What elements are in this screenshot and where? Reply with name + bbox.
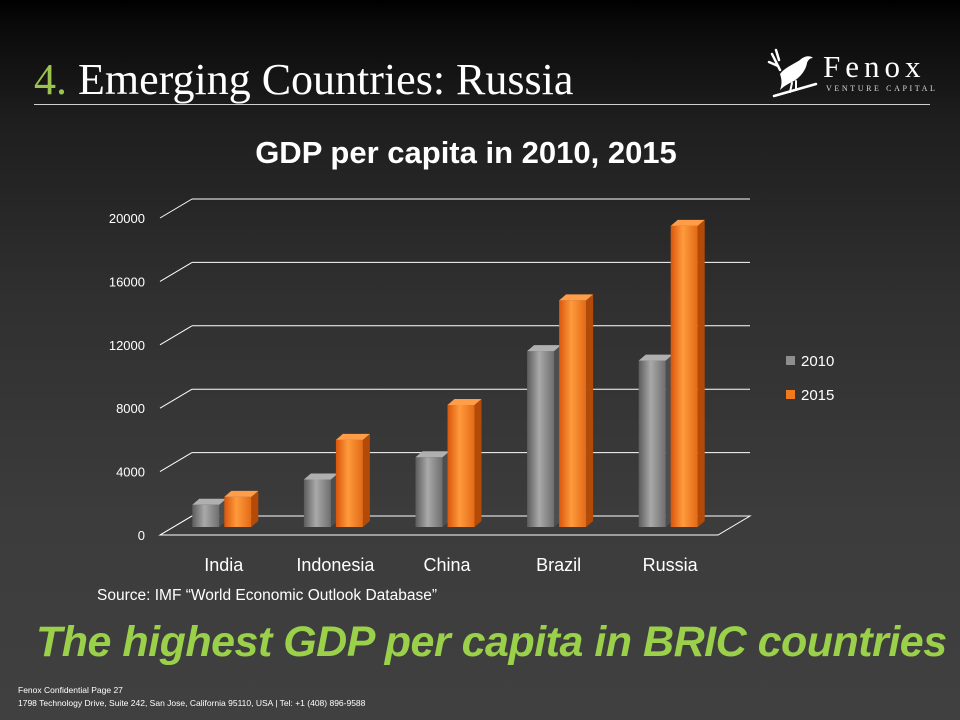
bar-front: [559, 300, 587, 527]
gridline-side: [159, 198, 193, 219]
y-tick-label: 20000: [109, 211, 145, 226]
bar-top: [559, 294, 594, 301]
bar-china-2010: [415, 451, 450, 527]
gridline-side: [159, 325, 193, 346]
bar-front: [303, 479, 331, 527]
bar-top: [527, 345, 562, 352]
bar-top: [224, 490, 259, 497]
bar-front: [224, 496, 252, 527]
bar-front: [638, 360, 666, 527]
footer-address: 1798 Technology Drive, Suite 242, San Jo…: [18, 698, 366, 708]
y-tick-label: 16000: [109, 274, 145, 289]
footer-confidential: Fenox Confidential Page 27: [18, 685, 123, 695]
y-tick-label: 8000: [116, 401, 145, 416]
bar-top: [192, 498, 227, 505]
bar-top: [415, 451, 450, 458]
legend-label-2015: 2015: [801, 387, 834, 404]
bar-top: [638, 354, 673, 361]
gridline-side: [159, 261, 193, 282]
fenox-logo: Fenox VENTURE CAPITAL: [766, 46, 935, 102]
x-tick-label: China: [423, 555, 471, 575]
bar-front: [192, 504, 220, 527]
bar-brazil-2010: [527, 345, 562, 527]
bar-front: [527, 351, 555, 527]
bar-brazil-2015: [559, 294, 594, 527]
title-number: 4.: [34, 55, 67, 104]
bar-side: [586, 294, 594, 527]
x-tick-label: India: [204, 555, 244, 575]
logo-name: Fenox: [823, 49, 926, 84]
bar-front: [415, 457, 443, 527]
bar-side: [697, 219, 705, 527]
y-tick-label: 4000: [116, 465, 145, 480]
legend-swatch-2010: [786, 356, 795, 365]
legend-swatch-2015: [786, 390, 795, 399]
title-text: Emerging Countries: Russia: [78, 55, 574, 104]
bar-india-2015: [224, 490, 259, 527]
legend-label-2010: 2010: [801, 353, 834, 370]
bar-side: [362, 433, 370, 527]
bar-top: [335, 433, 370, 440]
bar-top: [303, 473, 338, 480]
logo-subtitle: VENTURE CAPITAL: [826, 84, 938, 93]
bar-front: [670, 225, 698, 527]
bar-side: [474, 398, 482, 527]
source-note: Source: IMF “World Economic Outlook Data…: [97, 587, 437, 604]
x-tick-label: Brazil: [536, 555, 581, 575]
gridline-side: [159, 388, 193, 409]
title-divider: [34, 104, 930, 105]
bird-on-branch-icon: [767, 48, 818, 98]
bar-side: [251, 490, 259, 527]
x-tick-label: Indonesia: [296, 555, 375, 575]
chart-title: GDP per capita in 2010, 2015: [255, 135, 677, 170]
tagline: The highest GDP per capita in BRIC count…: [36, 618, 947, 666]
bar-indonesia-2015: [335, 433, 370, 527]
bar-front: [335, 439, 363, 527]
bar-india-2010: [192, 498, 227, 527]
chart-floor: [158, 515, 752, 536]
bar-top: [670, 219, 705, 226]
bar-front: [447, 404, 475, 527]
gridline-side: [159, 452, 193, 473]
y-tick-label: 0: [138, 528, 145, 543]
bar-indonesia-2010: [303, 473, 338, 527]
y-tick-label: 12000: [109, 338, 145, 353]
slide-title: 4. Emerging Countries: Russia: [34, 52, 573, 108]
footer: Fenox Confidential Page 27 1798 Technolo…: [18, 684, 365, 710]
bar-russia-2015: [670, 219, 705, 527]
bar-russia-2010: [638, 354, 673, 527]
x-tick-label: Russia: [643, 555, 699, 575]
bar-top: [447, 398, 482, 405]
bar-china-2015: [447, 398, 482, 527]
